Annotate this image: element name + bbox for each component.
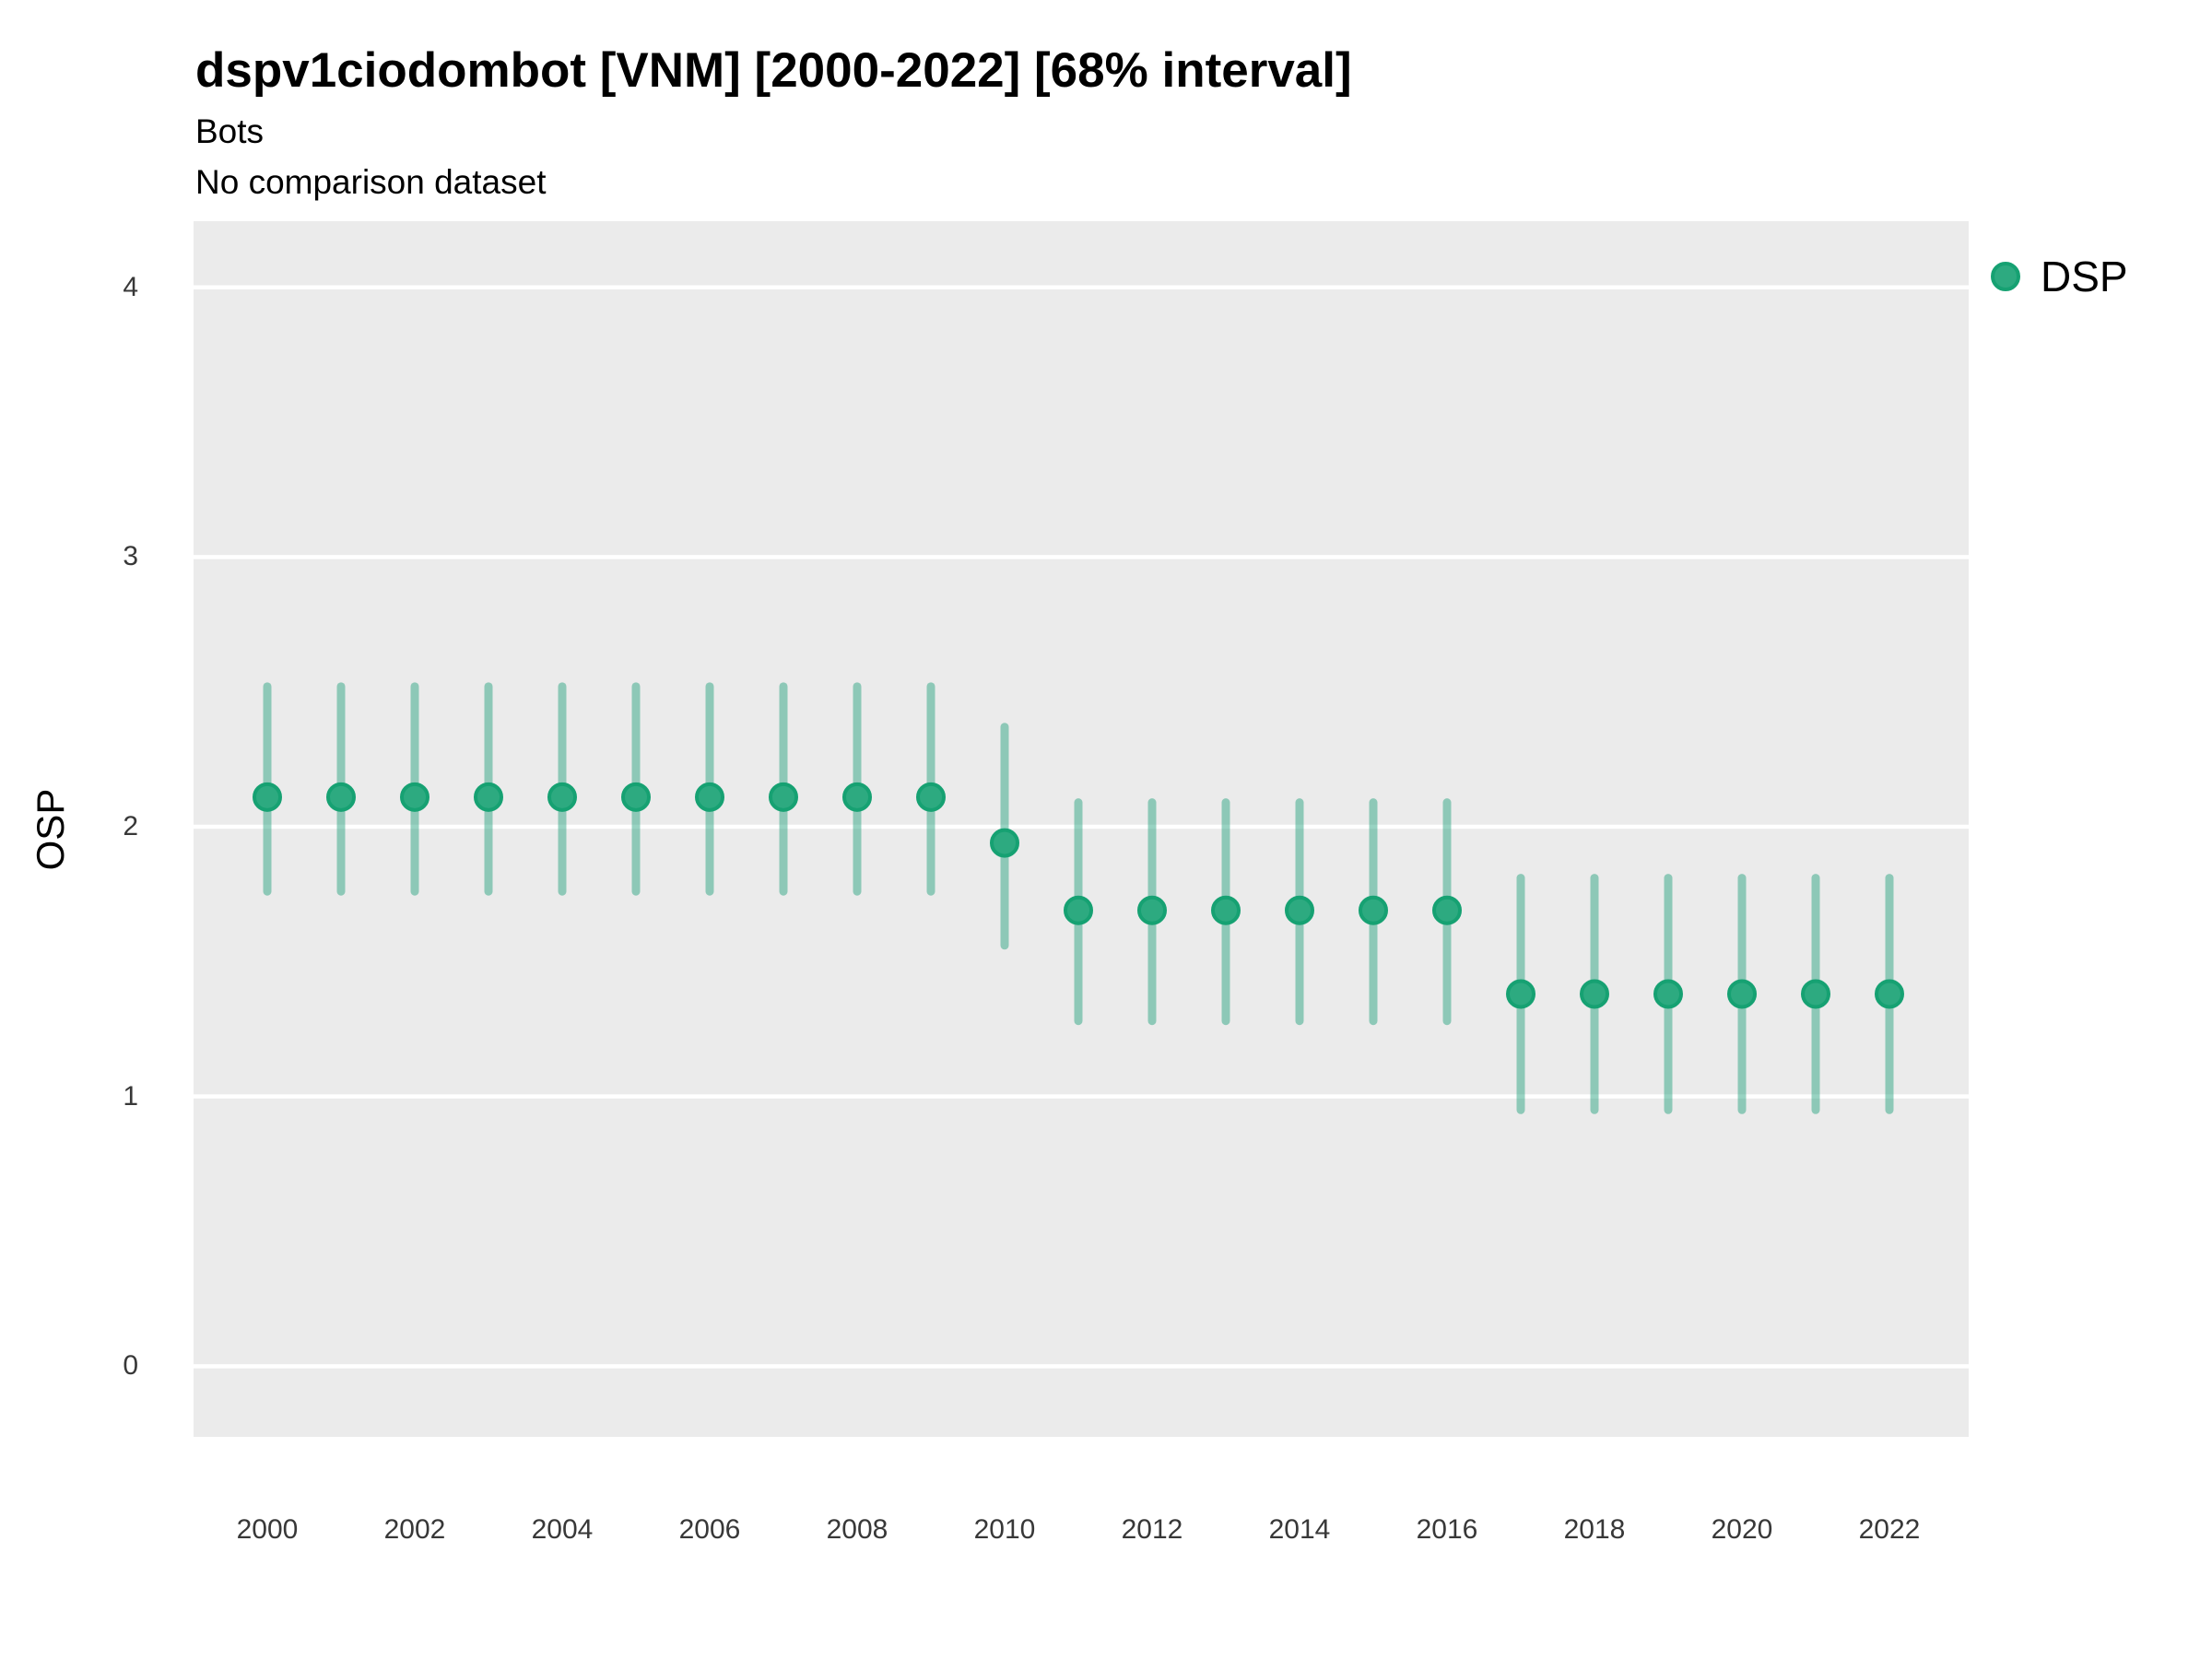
point-2013: [1211, 895, 1241, 925]
x-tick-label-2004: 2004: [531, 1514, 594, 1545]
point-2018: [1580, 979, 1609, 1009]
y-tick-label-3: 3: [123, 541, 138, 572]
point-2003: [474, 782, 503, 812]
point-2022: [1875, 979, 1904, 1009]
point-2016: [1432, 895, 1462, 925]
point-2009: [916, 782, 946, 812]
point-2017: [1506, 979, 1535, 1009]
plot-panel: [194, 221, 1969, 1437]
point-2002: [400, 782, 429, 812]
y-tick-label-1: 1: [123, 1080, 138, 1112]
x-tick-label-2012: 2012: [1121, 1514, 1183, 1545]
x-tick-label-2014: 2014: [1268, 1514, 1331, 1545]
legend-key-dot-icon: [1991, 262, 2020, 291]
x-tick-label-2006: 2006: [678, 1514, 741, 1545]
y-tick-label-4: 4: [123, 271, 138, 302]
point-2008: [842, 782, 872, 812]
x-tick-label-2020: 2020: [1711, 1514, 1773, 1545]
y-tick-label-0: 0: [123, 1350, 138, 1382]
point-2015: [1359, 895, 1388, 925]
point-2000: [253, 782, 282, 812]
legend: DSP: [1989, 247, 2128, 306]
plot-area: [194, 285, 1969, 1369]
point-2010: [990, 828, 1019, 858]
x-tick-label-2008: 2008: [826, 1514, 888, 1545]
point-2011: [1064, 895, 1093, 925]
x-tick-label-2010: 2010: [973, 1514, 1036, 1545]
x-tick-label-2002: 2002: [383, 1514, 446, 1545]
chart-subtitle-line1: Bots: [195, 112, 265, 150]
x-tick-label-2022: 2022: [1858, 1514, 1921, 1545]
point-2021: [1801, 979, 1830, 1009]
point-2001: [326, 782, 356, 812]
point-2019: [1653, 979, 1683, 1009]
point-2014: [1285, 895, 1314, 925]
point-2004: [547, 782, 577, 812]
chart-title: dspv1ciodombot [VNM] [2000-2022] [68% in…: [195, 43, 1352, 98]
point-2012: [1137, 895, 1167, 925]
x-tick-label-2016: 2016: [1416, 1514, 1478, 1545]
point-2005: [621, 782, 651, 812]
point-2020: [1727, 979, 1757, 1009]
x-tick-label-2018: 2018: [1563, 1514, 1626, 1545]
point-2007: [769, 782, 798, 812]
legend-item-label: DSP: [2041, 253, 2128, 300]
x-tick-label-2000: 2000: [236, 1514, 299, 1545]
y-tick-label-2: 2: [123, 811, 138, 841]
point-2006: [695, 782, 724, 812]
chart-subtitle-line2: No comparison dataset: [195, 163, 547, 201]
